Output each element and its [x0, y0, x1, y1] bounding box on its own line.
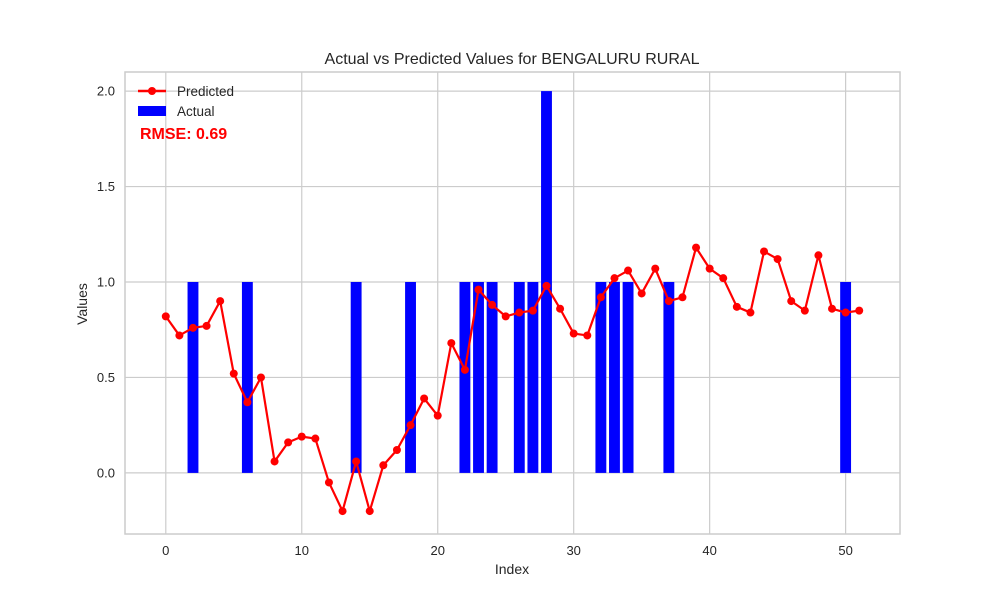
predicted-point — [624, 266, 633, 275]
predicted-point — [583, 331, 592, 340]
predicted-point — [202, 321, 211, 330]
actual-bar — [187, 282, 199, 473]
predicted-point — [746, 308, 755, 317]
rmse-annotation: RMSE: 0.69 — [140, 126, 227, 143]
predicted-point — [392, 446, 401, 454]
predicted-point — [474, 285, 483, 294]
actual-bars — [187, 91, 852, 473]
plot-frame — [124, 71, 901, 535]
predicted-point — [705, 264, 714, 273]
predicted-point — [324, 478, 333, 487]
predicted-point — [338, 507, 347, 516]
predicted-point — [596, 293, 605, 302]
predicted-point — [719, 274, 728, 283]
actual-bar — [486, 282, 498, 473]
actual-bar — [473, 282, 484, 473]
predicted-point — [528, 306, 537, 315]
predicted-point — [256, 373, 265, 382]
actual-bar — [622, 282, 634, 473]
y-tick-label: 2.0 — [97, 84, 115, 99]
predicted-point — [284, 438, 293, 447]
predicted-point — [556, 304, 565, 313]
y-tick-label: 0.0 — [97, 465, 115, 480]
legend-predicted-label: Predicted — [177, 84, 234, 99]
chart-title: Actual vs Predicted Values for BENGALURU… — [325, 51, 700, 68]
predicted-point — [787, 297, 796, 306]
predicted-point — [637, 289, 646, 298]
actual-bar — [350, 282, 362, 473]
predicted-point — [814, 251, 823, 260]
predicted-point — [188, 323, 197, 332]
predicted-point — [420, 394, 429, 403]
x-tick-label: 50 — [838, 543, 852, 558]
actual-bar — [609, 282, 620, 473]
actual-bar — [241, 282, 253, 473]
predicted-point — [311, 434, 320, 443]
predicted-point — [678, 293, 687, 302]
actual-bar — [513, 282, 525, 473]
predicted-point — [828, 304, 837, 313]
x-tick-label: 0 — [162, 543, 169, 558]
predicted-point — [243, 398, 252, 407]
predicted-point — [569, 329, 578, 338]
predicted-point — [433, 411, 442, 420]
grid — [125, 72, 900, 534]
legend-actual-label: Actual — [177, 104, 215, 119]
y-tick-label: 0.5 — [97, 370, 115, 385]
predicted-point — [841, 308, 850, 317]
predicted-point — [515, 308, 524, 317]
predicted-point — [800, 306, 809, 315]
y-tick-label: 1.0 — [97, 275, 115, 290]
x-tick-label: 20 — [430, 543, 444, 558]
predicted-point — [664, 297, 673, 306]
x-tick-label: 30 — [566, 543, 580, 558]
legend: Predicted Actual RMSE: 0.69 — [138, 84, 234, 143]
predicted-point — [488, 300, 497, 309]
predicted-point — [297, 432, 306, 441]
predicted-point — [379, 461, 388, 470]
predicted-point — [610, 274, 619, 283]
predicted-point — [460, 365, 469, 374]
x-tick-label: 40 — [702, 543, 716, 558]
predicted-point — [270, 457, 279, 466]
predicted-series-line — [164, 246, 860, 513]
predicted-point — [501, 312, 510, 321]
actual-bar — [595, 282, 607, 473]
predicted-point — [732, 302, 741, 311]
x-axis-label: Index — [495, 561, 529, 577]
predicted-point — [692, 243, 701, 252]
actual-bar — [527, 282, 539, 473]
predicted-point — [651, 264, 660, 273]
predicted-point — [229, 369, 238, 378]
predicted-line — [161, 243, 864, 516]
predicted-point — [406, 421, 415, 430]
actual-bar — [459, 282, 471, 473]
y-tick-label: 1.5 — [97, 179, 115, 194]
legend-actual-swatch-icon — [138, 106, 166, 116]
predicted-point — [760, 247, 769, 256]
predicted-point — [175, 331, 184, 340]
predicted-point — [447, 339, 456, 348]
predicted-point — [773, 255, 782, 264]
predicted-point — [542, 281, 551, 290]
predicted-point — [352, 457, 361, 466]
legend-predicted-marker-icon — [148, 87, 156, 95]
predicted-point — [216, 297, 225, 306]
axes: 0 10 20 30 40 50 0.0 0.5 1.0 1.5 2.0 — [97, 84, 853, 558]
actual-bar — [663, 282, 675, 473]
predicted-point — [365, 507, 374, 516]
predicted-point — [161, 312, 170, 321]
predicted-point — [855, 306, 864, 315]
plot-area — [125, 72, 900, 534]
actual-bar — [840, 282, 852, 473]
y-axis-label: Values — [74, 283, 90, 325]
x-tick-label: 10 — [295, 543, 309, 558]
actual-bar — [405, 282, 416, 473]
